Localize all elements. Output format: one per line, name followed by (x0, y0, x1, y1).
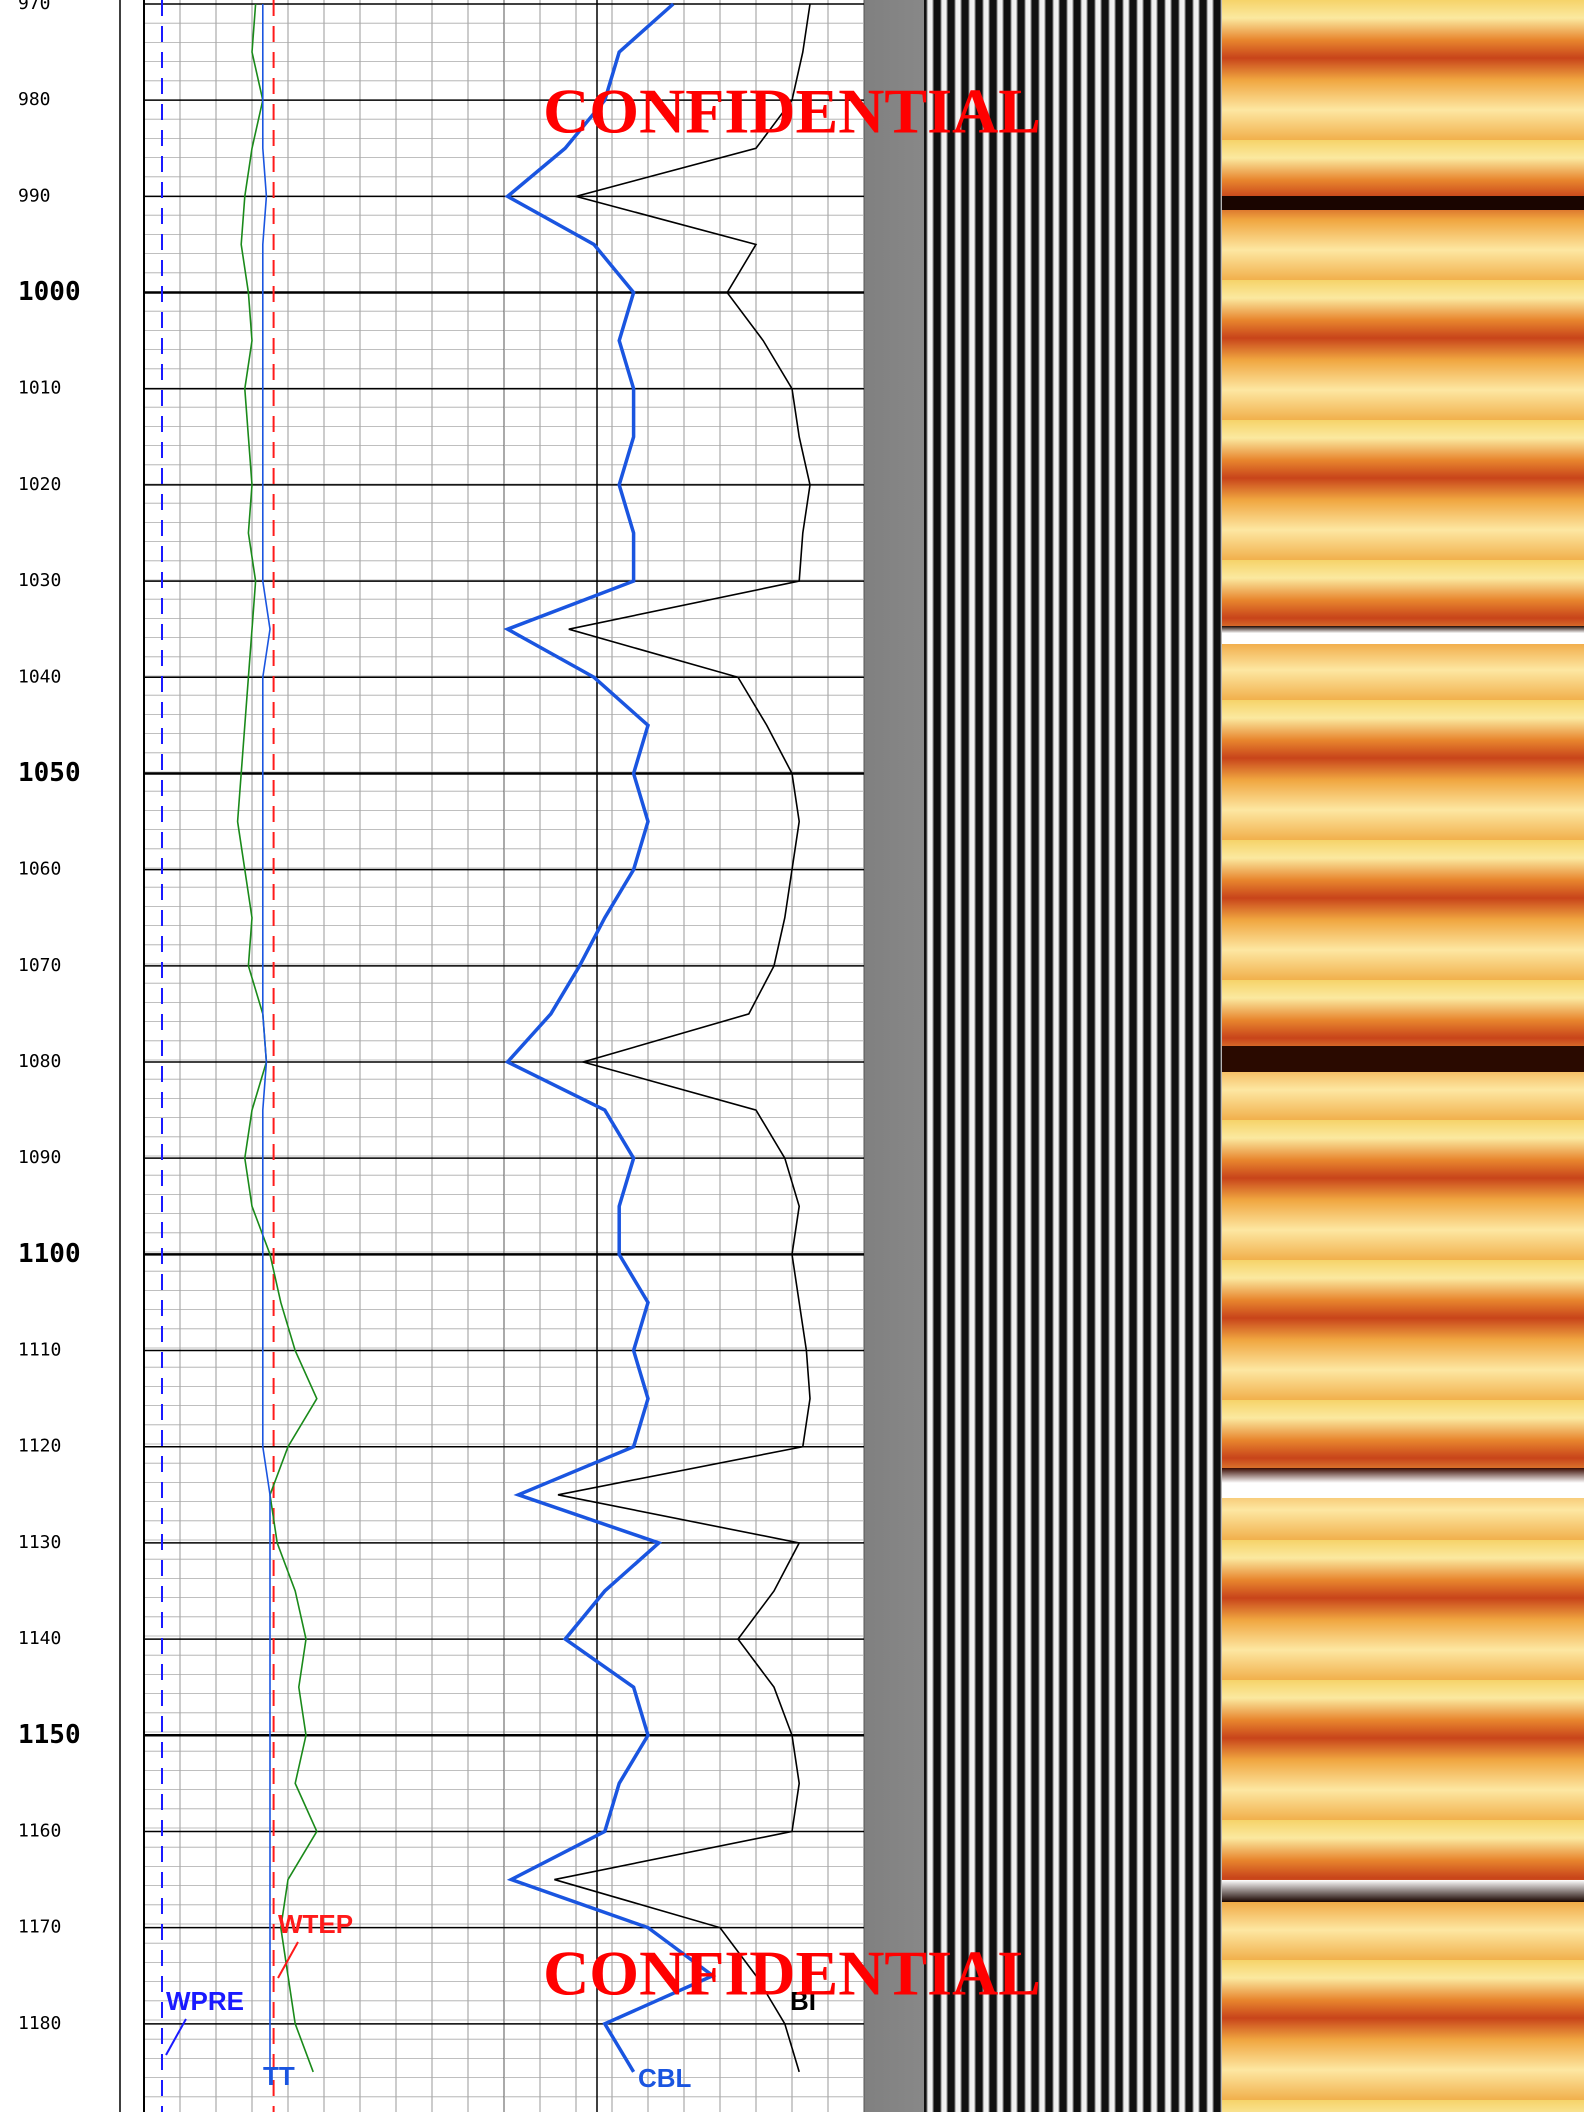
depth-label: 970 (18, 0, 51, 14)
depth-label: 1060 (18, 859, 61, 880)
depth-label: 1140 (18, 1628, 61, 1649)
depth-label: 980 (18, 89, 51, 110)
depth-label: 1070 (18, 955, 61, 976)
depth-label: 1110 (18, 1340, 61, 1361)
label-arrow (165, 2018, 187, 2056)
gap-band (1222, 1468, 1584, 1498)
watermark: CONFIDENTIAL (543, 1938, 1041, 2009)
vdl-image (864, 0, 1222, 2112)
dark-band (1222, 196, 1584, 210)
log-curve (261, 4, 271, 2072)
depth-label: 1100 (18, 1239, 81, 1269)
depth-label: 1180 (18, 2013, 61, 2034)
depth-label: 1120 (18, 1436, 61, 1457)
curve-label: TT (263, 2061, 295, 2091)
depth-label: 1020 (18, 474, 61, 495)
depth-label: 1040 (18, 666, 61, 687)
depth-label: 1160 (18, 1820, 61, 1841)
curve-label: WTEP (278, 1909, 353, 1939)
depth-label: 1090 (18, 1147, 61, 1168)
depth-label: 1080 (18, 1051, 61, 1072)
log-curve (236, 3, 318, 2073)
depth-label: 990 (18, 185, 51, 206)
log-curve (554, 3, 811, 2073)
depth-label: 1170 (18, 1917, 61, 1938)
curve-label: WPRE (166, 1986, 244, 2016)
depth-label: 1050 (18, 758, 81, 788)
log-curve (503, 2, 717, 2073)
gap-band (1222, 626, 1584, 644)
depth-label: 1010 (18, 378, 61, 399)
dark-band (1222, 1046, 1584, 1072)
depth-label: 1030 (18, 570, 61, 591)
depth-label: 1000 (18, 277, 81, 307)
gap-band (1222, 1880, 1584, 1902)
watermark: CONFIDENTIAL (543, 76, 1041, 147)
depth-label: 1150 (18, 1720, 81, 1750)
curve-label: BI (790, 1986, 816, 2016)
curve-label: CBL (638, 2063, 692, 2093)
depth-label: 1130 (18, 1532, 61, 1553)
label-arrow (277, 1941, 299, 1979)
